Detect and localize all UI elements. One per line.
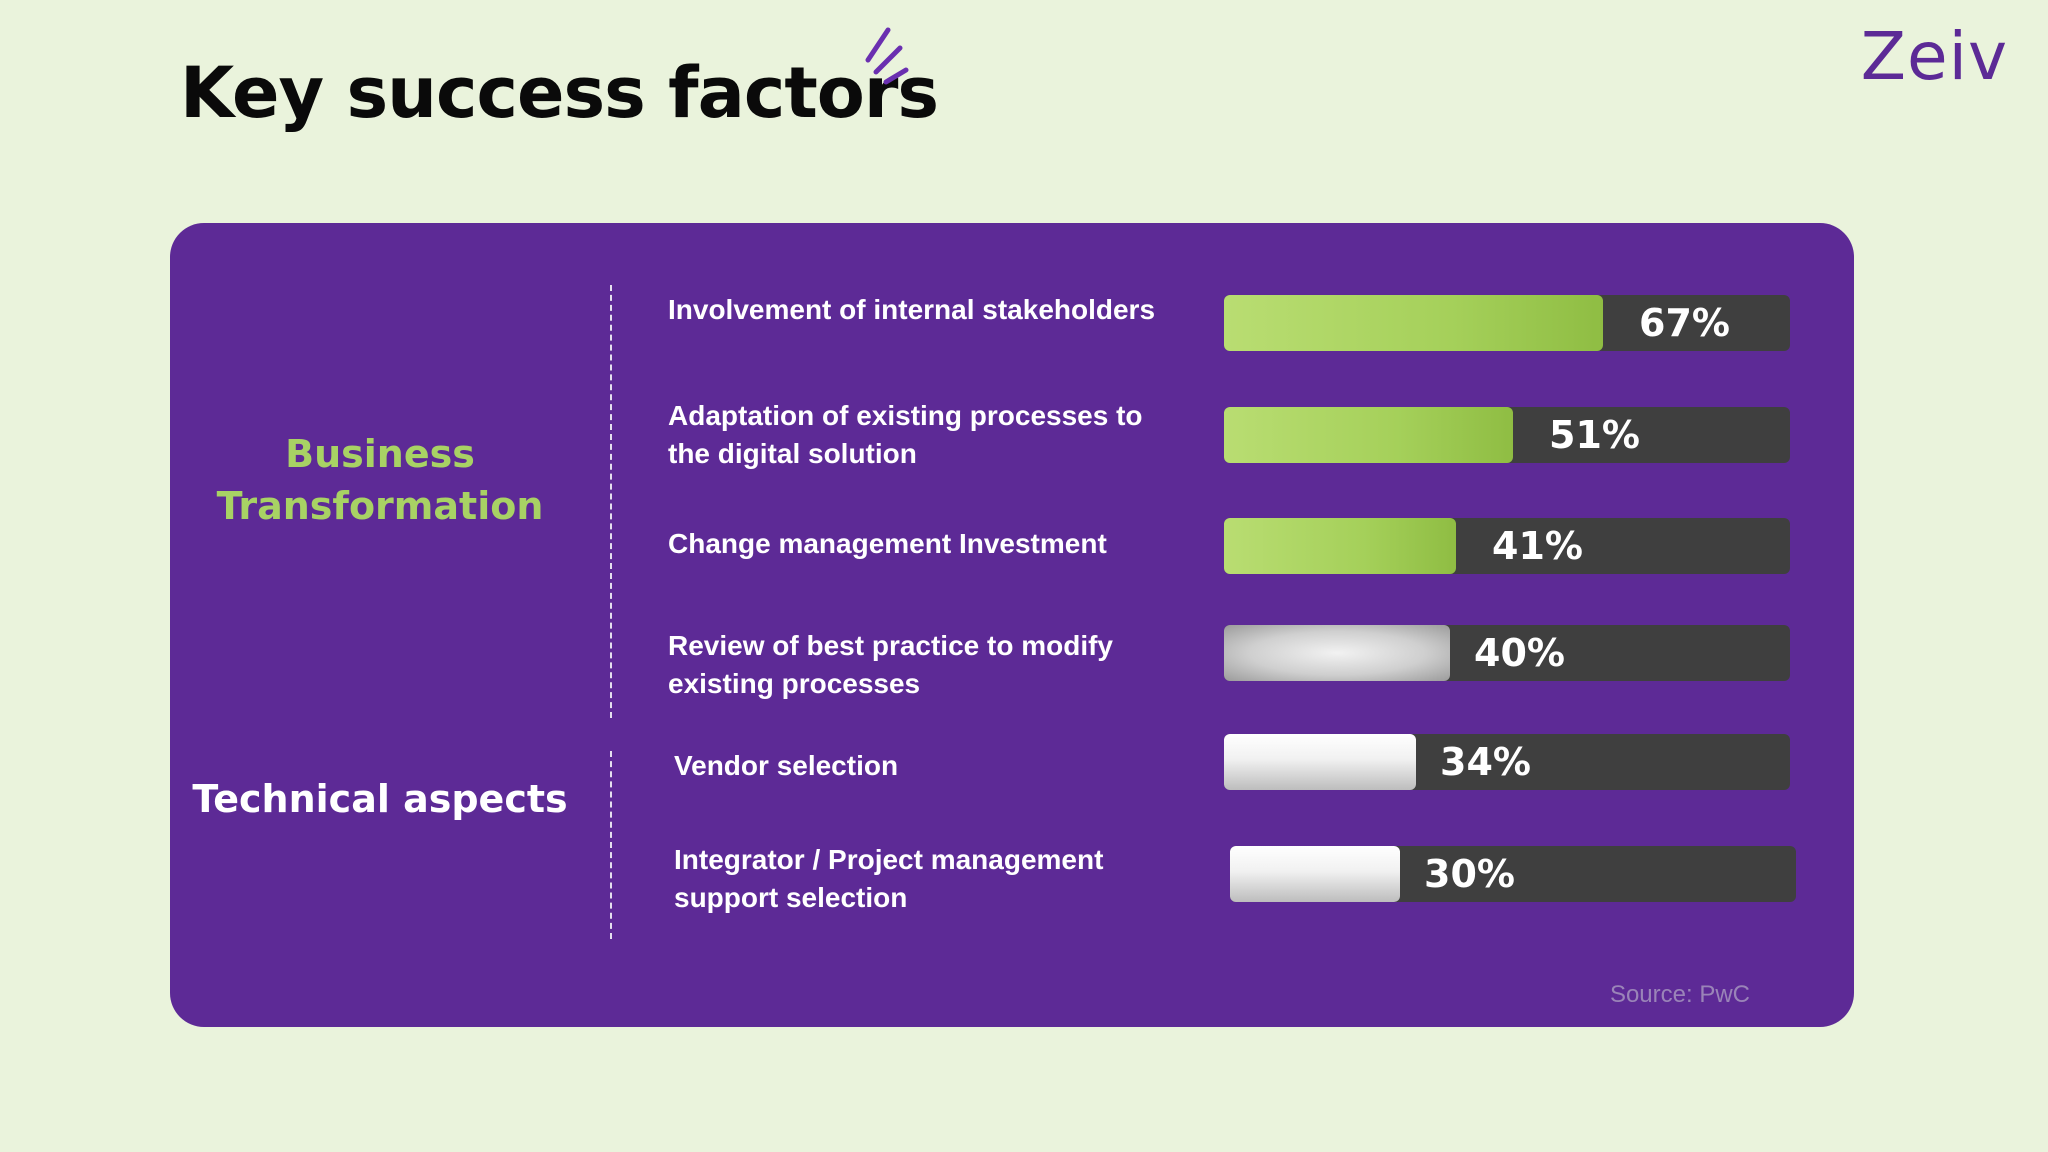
bar-value-label: 34% bbox=[1440, 740, 1531, 784]
bar-value-label: 41% bbox=[1492, 524, 1583, 568]
page-title: Key success factors bbox=[180, 52, 939, 134]
group-divider-technical bbox=[610, 751, 612, 939]
factor-label: Change management Investment bbox=[668, 528, 1107, 559]
group-label-technical: Technical aspects bbox=[192, 777, 568, 821]
chart-panel: Business Transformation Technical aspect… bbox=[170, 223, 1854, 1027]
bar-track: 67% bbox=[1224, 295, 1790, 351]
bar-track: 34% bbox=[1224, 734, 1790, 790]
bar bbox=[1224, 518, 1456, 574]
bar bbox=[1224, 625, 1450, 681]
bar-value-label: 30% bbox=[1424, 852, 1515, 896]
brand-logo: Zeiv bbox=[1860, 18, 2008, 95]
source-note: Source: PwC bbox=[1609, 981, 1750, 1008]
bar bbox=[1224, 734, 1416, 790]
bar-track: 30% bbox=[1230, 846, 1796, 902]
factor-label: Review of best practice to modify existi… bbox=[668, 630, 1113, 699]
group-divider-business bbox=[610, 285, 612, 718]
group-label-business: Business Transformation bbox=[216, 432, 544, 528]
bar bbox=[1224, 295, 1603, 351]
bar bbox=[1224, 407, 1513, 463]
factor-label: Integrator / Project management support … bbox=[674, 844, 1104, 913]
bar-track: 41% bbox=[1224, 518, 1790, 574]
sparkle-decoration-icon bbox=[865, 27, 909, 85]
bar bbox=[1230, 846, 1400, 902]
factor-label: Adaptation of existing processes to the … bbox=[668, 400, 1143, 469]
bar-value-label: 40% bbox=[1474, 631, 1565, 675]
bar-track: 40% bbox=[1224, 625, 1790, 681]
factor-label: Vendor selection bbox=[674, 750, 899, 781]
factor-label: Involvement of internal stakeholders bbox=[668, 294, 1156, 325]
bar-value-label: 67% bbox=[1639, 301, 1730, 345]
bar-track: 51% bbox=[1224, 407, 1790, 463]
bar-value-label: 51% bbox=[1549, 413, 1640, 457]
